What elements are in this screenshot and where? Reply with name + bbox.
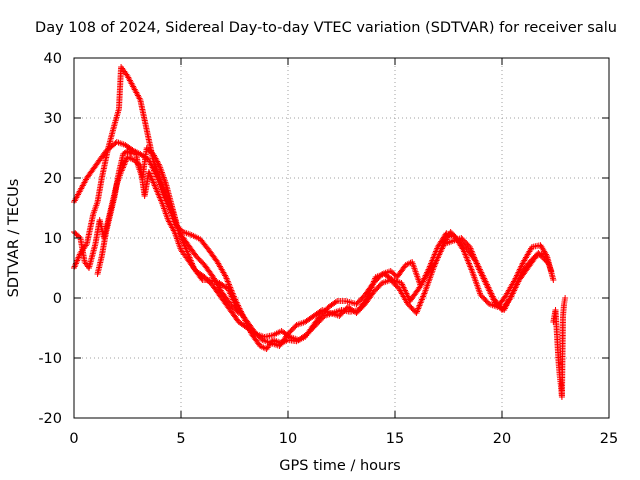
data-point	[251, 330, 258, 336]
data-point	[543, 259, 550, 265]
axis-ticks: 0 5 10 15 20 25 -20 -10 0 10 20 30 40	[38, 51, 618, 447]
x-axis-label: GPS time / hours	[279, 458, 400, 474]
data-point	[388, 276, 395, 282]
data-point	[234, 308, 241, 315]
y-tick-label: -20	[38, 411, 62, 427]
data-point	[235, 310, 242, 316]
y-tick-label: 30	[44, 111, 62, 127]
chart-title: Day 108 of 2024, Sidereal Day-to-day VTE…	[35, 20, 617, 36]
x-tick-label: 0	[69, 431, 78, 447]
y-axis-label: SDTVAR / TECUs	[6, 179, 22, 298]
data-point	[550, 277, 557, 283]
data-point	[285, 333, 292, 339]
data-point	[332, 299, 339, 305]
x-tick-label: 20	[493, 431, 511, 447]
y-tick-label: 20	[44, 171, 62, 187]
y-tick-label: -10	[38, 351, 62, 367]
y-tick-label: 40	[44, 51, 62, 67]
data-point	[542, 257, 549, 264]
x-tick-label: 15	[386, 431, 404, 447]
x-tick-label: 25	[600, 431, 618, 447]
data-points	[71, 64, 569, 400]
grid-lines	[74, 58, 609, 418]
y-tick-label: 10	[44, 231, 62, 247]
x-tick-label: 5	[176, 431, 185, 447]
data-point	[548, 268, 555, 274]
y-tick-label: 0	[53, 291, 62, 307]
x-tick-label: 10	[279, 431, 297, 447]
data-point	[562, 295, 569, 301]
